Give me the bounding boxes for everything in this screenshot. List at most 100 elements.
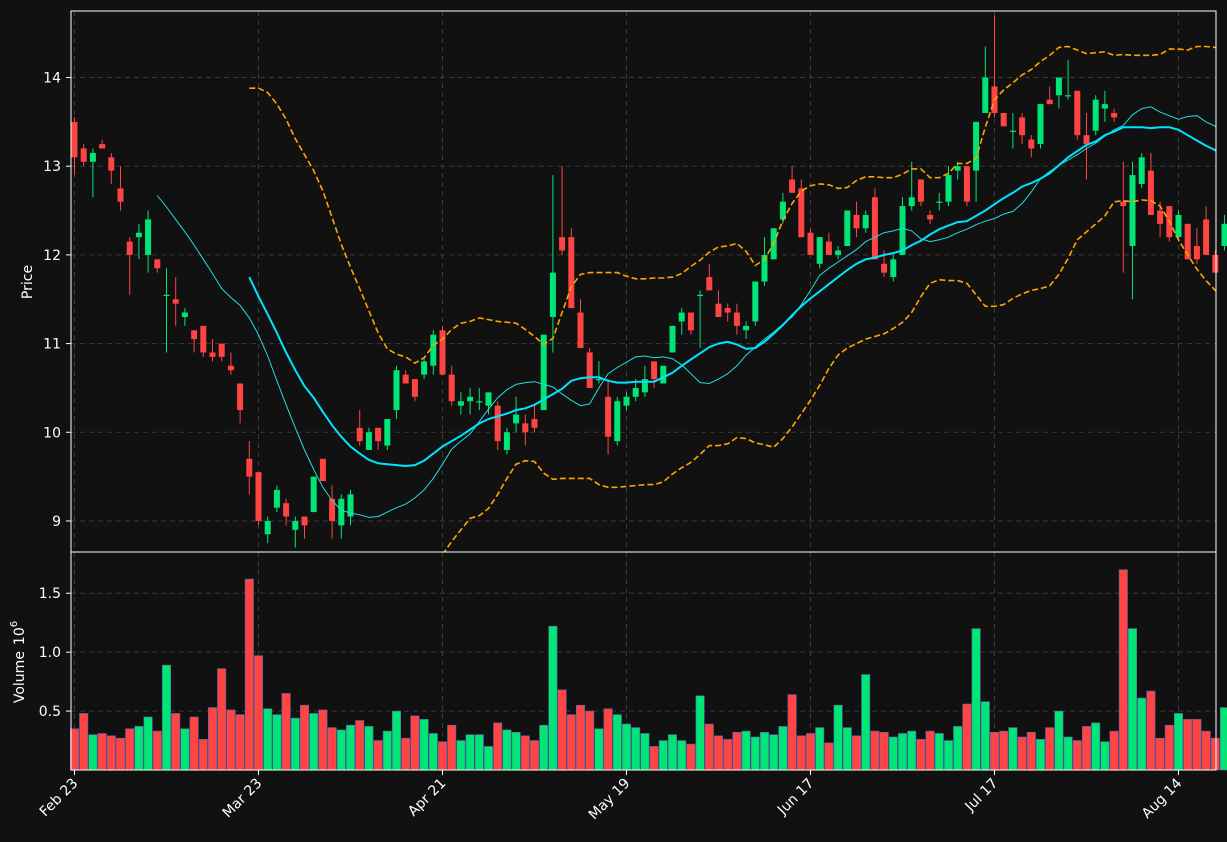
volume-bar: [621, 723, 631, 771]
candle-body: [1065, 95, 1072, 97]
candle-body: [255, 472, 262, 521]
volume-bar: [1164, 724, 1174, 771]
volume-bar: [456, 740, 466, 771]
candle-body: [503, 432, 510, 451]
price-tick-label: 10: [43, 425, 61, 441]
candle-body: [338, 498, 345, 526]
candle-body: [844, 210, 851, 247]
overlay-lines: [156, 45, 1216, 552]
candle-body: [798, 188, 805, 238]
candle-body: [706, 277, 713, 291]
candle-body: [559, 237, 566, 251]
volume-bar: [649, 746, 659, 771]
candles: [71, 15, 1227, 548]
volume-bar: [208, 707, 218, 771]
candle-body: [632, 387, 639, 397]
volume-bar: [888, 736, 898, 771]
volume-bar: [134, 726, 144, 771]
candle-body: [172, 299, 179, 304]
candle-body: [825, 241, 832, 255]
volume-bar: [1183, 719, 1193, 771]
candle-body: [1101, 104, 1108, 109]
volume-bar: [198, 739, 208, 771]
candle-body: [531, 418, 538, 428]
volume-bar: [1036, 739, 1046, 771]
volume-bar: [833, 704, 843, 771]
volume-bar: [263, 708, 273, 771]
candle-body: [743, 325, 750, 331]
candle-body: [752, 281, 759, 322]
volume-bar: [713, 735, 723, 771]
volume-bar: [391, 710, 401, 771]
candle-body: [641, 379, 648, 393]
volume-bar: [658, 740, 668, 771]
price-y-axis: 9 10 11 12 13 14: [43, 71, 71, 530]
volume-axis-title: Volume: [12, 651, 28, 703]
volume-bar: [1054, 710, 1064, 771]
candle-body: [1046, 99, 1053, 105]
candle-body: [577, 312, 584, 349]
volume-bar: [299, 704, 309, 771]
volume-bar: [686, 743, 696, 771]
candle-body: [430, 334, 437, 366]
volume-bar: [520, 735, 530, 771]
candle-body: [890, 259, 897, 278]
candle-body: [448, 374, 455, 402]
candle-body: [365, 432, 372, 451]
candle-body: [467, 396, 474, 402]
volume-bar: [171, 713, 181, 771]
candle-body: [273, 489, 280, 508]
candle-body: [1147, 170, 1154, 215]
volume-bar: [585, 710, 595, 771]
volume-bar: [907, 730, 917, 771]
volume-bar: [97, 733, 107, 771]
volume-bar: [1174, 713, 1184, 771]
volume-bar: [244, 578, 254, 771]
volume-bar: [769, 734, 779, 771]
volume-bar: [272, 714, 282, 771]
price-tick-label: 11: [43, 337, 61, 353]
candle-body: [108, 157, 115, 171]
volume-bar: [667, 734, 677, 771]
candle-body: [283, 503, 290, 517]
candle-body: [982, 77, 989, 113]
candle-body: [135, 232, 142, 238]
price-tick-label: 12: [43, 248, 61, 264]
candle-body: [384, 418, 391, 446]
volume-bar: [290, 717, 300, 771]
candle-body: [927, 214, 934, 220]
candle-body: [1083, 135, 1090, 145]
volume-bar: [529, 740, 539, 771]
volume-bar: [125, 728, 135, 771]
volume-bar: [327, 727, 337, 771]
volume-tick-label: 1.5: [39, 586, 61, 602]
candle-body: [899, 206, 906, 255]
candle-body: [881, 263, 888, 273]
candle-body: [917, 179, 924, 202]
volume-bar: [575, 704, 585, 771]
volume-bar: [548, 625, 558, 771]
candle-body: [660, 365, 667, 384]
candle-body: [1221, 223, 1227, 247]
volume-bar: [1045, 727, 1055, 771]
volume-bar: [704, 723, 714, 771]
candle-body: [494, 405, 501, 442]
volume-bar: [1155, 737, 1165, 771]
volume-bar: [143, 716, 153, 771]
candle-body: [669, 325, 676, 353]
candle-body: [71, 121, 78, 158]
candle-body: [936, 201, 943, 203]
volume-bar: [677, 740, 687, 771]
candle-body: [1074, 90, 1081, 136]
volume-bar: [796, 735, 806, 771]
volume-bar: [79, 713, 89, 771]
volume-bar: [934, 733, 944, 771]
volume-bar: [1100, 741, 1110, 771]
volume-bar: [1008, 727, 1018, 771]
volume-bar: [925, 730, 935, 771]
volume-bar: [723, 739, 733, 771]
volume-bar: [815, 727, 825, 771]
volume-bar: [1017, 736, 1027, 771]
candle-body: [218, 343, 225, 357]
candle-body: [605, 396, 612, 437]
